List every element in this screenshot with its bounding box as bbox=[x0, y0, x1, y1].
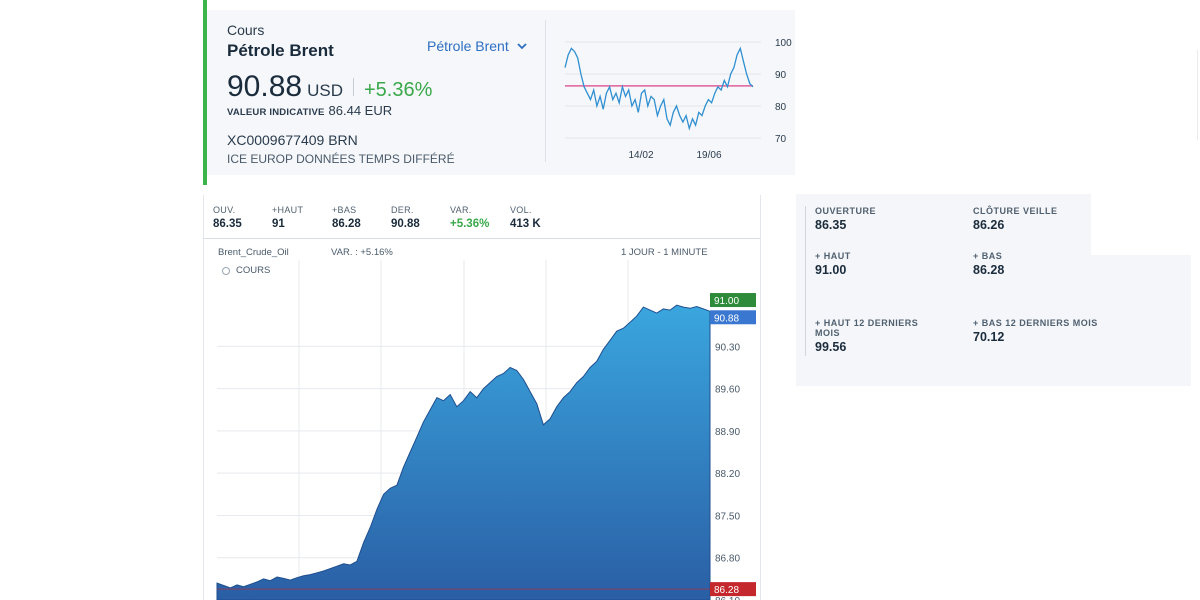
stat-low: +BAS 86.28 bbox=[332, 205, 391, 230]
stat-value: 86.35 bbox=[213, 218, 242, 230]
intraday-chart[interactable]: 90.30 89.60 88.90 88.20 87.50 86.80 86.10 91.00… bbox=[214, 258, 760, 600]
divider bbox=[805, 206, 806, 356]
divider bbox=[760, 195, 761, 600]
stat-value: 86.26 bbox=[973, 218, 1005, 232]
chart-variation: VAR. : +5.16% bbox=[331, 247, 393, 258]
stat-value: 99.56 bbox=[815, 340, 847, 354]
stat-day-high: + HAUT 91.00 bbox=[815, 251, 851, 277]
divider bbox=[545, 20, 546, 162]
chart-instrument: Brent_Crude_Oil bbox=[218, 247, 289, 258]
stat-opening: OUVERTURE 86.35 bbox=[815, 206, 876, 232]
stat-value: +5.36% bbox=[450, 218, 490, 230]
stat-value: 413 K bbox=[510, 218, 541, 230]
stat-label: DER. bbox=[391, 205, 414, 215]
instrument-dropdown[interactable]: Pétrole Brent bbox=[427, 38, 527, 54]
stat-value: 90.88 bbox=[391, 218, 420, 230]
stat-previous-close: CLÔTURE VEILLE 86.26 bbox=[973, 206, 1058, 232]
session-stats: OUV. 86.35 +HAUT 91 +BAS 86.28 DER. 90.8… bbox=[213, 205, 570, 230]
indicative-amount: 86.44 EUR bbox=[328, 103, 393, 118]
stat-label: VOL. bbox=[510, 205, 532, 215]
indicative-value: VALEUR INDICATIVE 86.44 EUR bbox=[227, 103, 392, 118]
quote-card: Cours Pétrole Brent Pétrole Brent 90.88 … bbox=[203, 0, 795, 185]
stat-change: VAR. +5.36% bbox=[450, 205, 510, 230]
currency: USD bbox=[307, 81, 343, 100]
stat-high: +HAUT 91 bbox=[272, 205, 332, 230]
radio-icon bbox=[222, 266, 230, 275]
y-tick-label: 90 bbox=[775, 70, 787, 81]
low-badge: 86.28 bbox=[714, 585, 739, 596]
stat-label: + BAS bbox=[973, 251, 1003, 261]
accent-bar bbox=[203, 0, 207, 185]
last-price-badge: 90.88 bbox=[714, 313, 739, 324]
divider bbox=[203, 195, 204, 600]
chart-legend[interactable]: COURS bbox=[222, 265, 270, 276]
divider bbox=[352, 78, 354, 96]
y-tick-label: 70 bbox=[775, 134, 787, 145]
divider bbox=[203, 238, 761, 239]
x-tick-label: 14/02 bbox=[628, 150, 653, 161]
stat-label: + HAUT bbox=[815, 251, 851, 261]
y-tick-label: 86.80 bbox=[715, 554, 740, 565]
instrument-name: Pétrole Brent bbox=[227, 41, 334, 60]
market-source: ICE EUROP DONNÉES TEMPS DIFFÉRÉ bbox=[227, 152, 455, 166]
price-row: 90.88 USD +5.36% bbox=[227, 70, 432, 104]
y-tick-label: 88.90 bbox=[715, 427, 740, 438]
stat-label: OUVERTURE bbox=[815, 206, 877, 216]
stat-label: CLÔTURE VEILLE bbox=[973, 206, 1058, 216]
stat-value: 91 bbox=[272, 218, 285, 230]
last-price-badge-bg bbox=[710, 310, 756, 325]
stat-last: DER. 90.88 bbox=[391, 205, 450, 230]
stat-label: +HAUT bbox=[272, 205, 304, 215]
price-area bbox=[216, 304, 711, 600]
high-badge: 91.00 bbox=[714, 296, 739, 307]
stat-label: VAR. bbox=[450, 205, 472, 215]
stat-label: + BAS 12 DERNIERS MOIS bbox=[973, 318, 1098, 328]
stat-volume: VOL. 413 K bbox=[510, 205, 570, 230]
y-tick-label: 87.50 bbox=[715, 511, 740, 522]
stat-value: 86.35 bbox=[815, 218, 847, 232]
y-tick-label: 90.30 bbox=[715, 342, 740, 353]
stat-value: 91.00 bbox=[815, 263, 847, 277]
stat-open: OUV. 86.35 bbox=[213, 205, 272, 230]
stat-label: +BAS bbox=[332, 205, 357, 215]
y-tick-label: 80 bbox=[775, 102, 787, 113]
last-price: 90.88 bbox=[227, 70, 303, 103]
indicative-label: VALEUR INDICATIVE bbox=[227, 107, 325, 118]
isin-code: XC0009677409 BRN bbox=[227, 132, 358, 148]
chart-period-selector[interactable]: 1 JOUR - 1 MINUTE bbox=[621, 247, 708, 258]
y-tick-label: 88.20 bbox=[715, 469, 740, 480]
y-tick-label: 100 bbox=[775, 38, 792, 49]
stat-value: 86.28 bbox=[973, 263, 1005, 277]
instrument-dropdown-label: Pétrole Brent bbox=[427, 38, 509, 54]
x-tick-label: 19/06 bbox=[696, 150, 721, 161]
chevron-down-icon bbox=[517, 42, 527, 49]
stat-value: 70.12 bbox=[973, 330, 1005, 344]
price-line bbox=[564, 46, 754, 131]
stat-day-low: + BAS 86.28 bbox=[973, 251, 1004, 277]
high-badge-bg bbox=[710, 293, 756, 308]
divider bbox=[1197, 50, 1198, 140]
stat-12m-high: + HAUT 12 DERNIERS MOIS 99.56 bbox=[815, 318, 935, 354]
mini-price-chart[interactable]: 100 90 80 70 14/02 19/06 bbox=[553, 28, 795, 175]
stat-12m-low: + BAS 12 DERNIERS MOIS 70.12 bbox=[973, 318, 1098, 344]
stat-label: OUV. bbox=[213, 205, 236, 215]
price-change: +5.36% bbox=[363, 79, 433, 101]
y-tick-label: 89.60 bbox=[715, 385, 740, 396]
legend-label: COURS bbox=[236, 265, 271, 276]
quote-label: Cours bbox=[227, 22, 265, 38]
low-badge-bg bbox=[710, 582, 756, 597]
stat-value: 86.28 bbox=[332, 218, 361, 230]
y-tick-label: 86.10 bbox=[715, 596, 740, 600]
stat-label: + HAUT 12 DERNIERS MOIS bbox=[815, 318, 919, 338]
